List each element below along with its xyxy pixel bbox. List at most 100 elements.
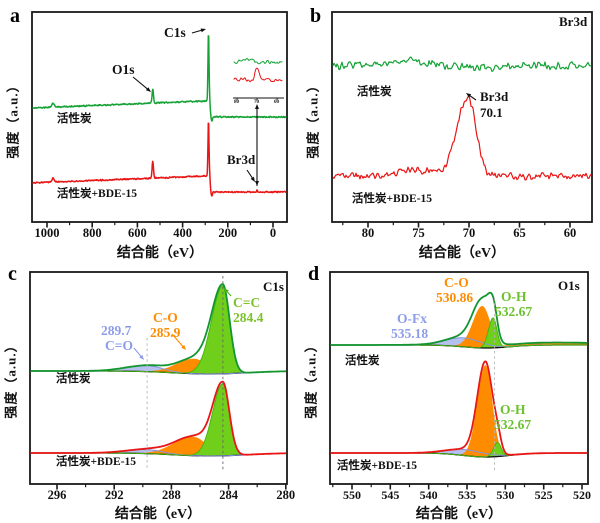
panel-b-xaxis-title: 结合能（eV）: [418, 246, 506, 261]
panel-d-component-fill-1-0: [331, 449, 587, 457]
annotation: O1s: [558, 278, 580, 293]
panel-c-component-fill-1-2: [31, 383, 286, 456]
tick-label: 545: [381, 488, 400, 502]
annotation: 活性炭+BDE-15: [57, 188, 138, 200]
annotation: 活性炭+BDE-15: [56, 456, 137, 468]
annotation: C=O: [105, 338, 133, 353]
panel-d-frame: [329, 271, 589, 485]
tick-label: 800: [82, 226, 102, 240]
panel-b-letter: b: [310, 5, 322, 27]
tick-label: 200: [218, 226, 238, 240]
panel-d: [329, 271, 589, 490]
tick-label: 400: [173, 226, 192, 240]
annotation: Br3d: [559, 14, 588, 29]
annotation-arrow: [171, 333, 186, 350]
tick-label: 65: [513, 226, 526, 240]
tick-label: 525: [534, 488, 553, 502]
tick-label: 284: [219, 488, 238, 502]
tick-label: 520: [573, 488, 591, 502]
panel-c-component-fill-0-1: [31, 358, 286, 374]
panel-a-inset-curve-0: [233, 57, 283, 65]
panel-c-letter: c: [8, 263, 17, 285]
tick-label: 535: [458, 488, 476, 502]
annotation: C1s: [164, 25, 186, 40]
panel-d-envelope-0: [330, 291, 588, 346]
annotation: 284.4: [233, 310, 264, 325]
panel-c-component-fill-1-1: [31, 436, 286, 456]
panel-d-envelope-1: [330, 360, 588, 456]
panel-d-xaxis-title: 结合能（eV）: [415, 507, 503, 522]
panel-c-component-fill-0-2: [31, 285, 286, 374]
annotation: O-Fx: [397, 311, 427, 326]
annotation-arrow: [133, 347, 144, 360]
tick-label: 0: [269, 226, 277, 240]
tick-label: 550: [343, 488, 361, 502]
panel-c-xaxis-title: 结合能（eV）: [114, 507, 202, 522]
annotation: 289.7: [101, 323, 132, 338]
panel-a-spectrum-curve-0: [32, 35, 287, 122]
panel-b-spectrum-curve-1: [332, 94, 592, 181]
panel-a-yaxis-title: 强度（a.u.）: [5, 78, 21, 159]
tick-label: 1000: [34, 226, 60, 240]
panel-a-spectrum-curve-1: [32, 122, 287, 197]
annotation: 70: [254, 100, 259, 105]
annotation: 活性炭: [357, 86, 392, 98]
panel-c-yaxis-title: 强度（a.u.）: [3, 338, 19, 419]
annotation: 活性炭: [56, 373, 91, 385]
tick-label: 530: [496, 488, 515, 502]
tick-label: 80: [361, 226, 375, 240]
panel-c-envelope-1: [30, 380, 287, 456]
annotation: O-H: [500, 402, 526, 417]
annotation: 活性炭+BDE-15: [352, 193, 433, 205]
annotation: 80: [234, 100, 239, 105]
annotation: 活性炭: [345, 355, 380, 367]
panel-c-frame: [29, 271, 288, 485]
annotation: C-O: [153, 310, 178, 325]
panel-d-letter: d: [308, 263, 320, 285]
annotation: 532.67: [494, 417, 532, 432]
annotation: 活性炭+BDE-15: [337, 460, 418, 472]
panel-c: [29, 271, 288, 490]
panel-c-component-line-1-2: [30, 383, 286, 456]
panel-a-inset-curve-1: [233, 67, 283, 83]
tick-label: 70: [462, 226, 476, 240]
panel-c-envelope-0: [30, 283, 287, 374]
panel-a-xaxis-title: 结合能（eV）: [116, 246, 204, 261]
annotation-arrow: [191, 28, 206, 34]
panel-b-yaxis-title: 强度（a.u.）: [305, 78, 321, 159]
annotation: C-O: [444, 275, 469, 290]
annotation-arrow: [224, 288, 232, 297]
tick-label: 296: [47, 488, 67, 502]
annotation: Br3d: [480, 89, 509, 104]
panel-d-yaxis-title: 强度（a.u.）: [303, 338, 319, 419]
annotation: Br3d: [227, 152, 256, 167]
tick-label: 280: [276, 488, 296, 502]
annotation: C=C: [233, 295, 261, 310]
annotation-arrow: [246, 169, 255, 182]
annotation: 70.1: [480, 105, 503, 120]
tick-label: 75: [412, 226, 425, 240]
tick-label: 292: [104, 488, 124, 502]
annotation: O1s: [112, 62, 135, 77]
annotation: 活性炭: [57, 113, 92, 125]
panel-b-frame: [331, 11, 593, 223]
annotation-arrow: [132, 76, 151, 92]
panel-b: [331, 11, 593, 228]
annotation: C1s: [263, 279, 284, 294]
annotation: 532.67: [495, 304, 533, 319]
panel-a-letter: a: [10, 5, 20, 27]
tick-label: 600: [128, 226, 147, 240]
annotation-arrow: [466, 93, 477, 101]
annotation: 285.9: [150, 325, 181, 340]
tick-label: 540: [419, 488, 438, 502]
panel-a: [31, 11, 288, 228]
annotation: 60: [274, 100, 279, 105]
annotation: 535.18: [391, 326, 429, 341]
annotation: 530.86: [436, 290, 474, 305]
annotation-arrow: [255, 104, 259, 186]
panel-a-inset: [233, 57, 284, 101]
panel-c-component-fill-0-0: [31, 365, 286, 374]
panel-d-component-fill-0-0: [331, 337, 587, 348]
